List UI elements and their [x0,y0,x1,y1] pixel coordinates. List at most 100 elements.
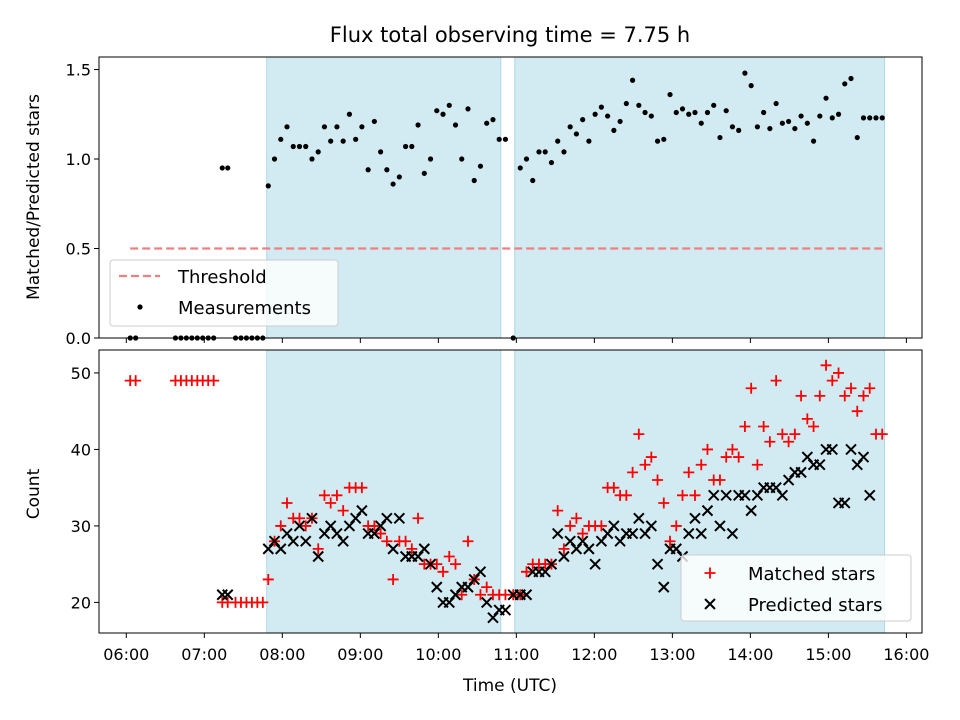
predicted-star-point [287,535,299,547]
measurement-point [648,113,654,119]
ratio-legend: Threshold Measurements [109,259,339,327]
measurement-point [219,165,225,171]
matched-star-point [262,573,274,585]
predicted-star-point [293,520,306,532]
x-axis-label: Time (UTC) [462,676,557,696]
measurement-point [421,170,427,176]
legend-threshold-label: Threshold [177,267,267,288]
measurement-point [496,136,502,142]
matched-star-point [876,428,888,440]
chart-title: Flux total observing time = 7.75 h [330,23,690,47]
y-tick-label: 1.0 [66,150,91,169]
predicted-star-point [658,581,670,593]
measurement-point [611,127,617,133]
matched-star-point [795,390,807,402]
predicted-star-point [499,604,512,616]
predicted-star-point [826,443,838,456]
measurement-point [754,124,761,130]
count-panel: 20 30 40 50 06:00 07:00 08:00 09:00 10:00 11:00 12… [71,350,929,664]
measurement-point [561,149,567,155]
measurement-point [434,108,440,114]
predicted-star-point [431,581,443,593]
y-tick-label: 0.0 [66,329,91,348]
measurement-point [296,143,303,150]
measurement-point [459,156,465,162]
measurement-point [842,81,848,87]
measurement-point [452,122,459,128]
axes-frame [98,56,923,339]
measurement-point [548,159,555,166]
matched-star-point [318,489,330,501]
matched-star-point [381,535,393,547]
measurement-point [346,111,353,117]
matched-star-point [331,489,343,501]
measurement-point [490,117,496,123]
measurement-point [378,149,384,155]
predicted-star-point [381,512,393,524]
measurement-point [530,177,536,184]
matched-star-point [443,551,455,563]
matched-star-point [670,520,682,532]
measurement-point [835,111,842,117]
series-predicted-stars [217,443,876,624]
predicted-star-point [726,527,739,540]
measurement-point [265,183,271,189]
measurement-point [586,138,592,144]
legend-predicted-label: Predicted stars [748,595,882,616]
predicted-star-point [633,512,645,524]
measurement-point [409,143,415,150]
matched-star-point [826,375,838,387]
matched-star-point [608,482,620,494]
measurement-point [661,136,667,142]
matched-star-point [845,382,857,394]
measurement-point [829,115,835,121]
measurement-point [879,115,885,121]
measurement-point [723,108,729,114]
observing-window [514,57,885,338]
matched-star-point [620,489,632,501]
matched-star-point [726,443,738,455]
measurement-point [371,118,377,125]
matched-star-point [751,459,763,471]
predicted-star-point [651,558,664,570]
predicted-star-point [714,520,726,532]
measurement-point [477,163,484,169]
predicted-star-point [864,489,876,502]
ratio-y-axis-label: Matched/Predicted stars [24,94,44,300]
predicted-star-point [608,520,620,532]
matched-star-point [733,451,745,463]
matched-star-point [808,420,820,432]
matched-star-point [552,505,564,517]
matched-star-point [595,520,607,532]
matched-star-point [275,520,287,532]
measurement-point [517,165,523,171]
matched-star-point [462,535,474,547]
matched-star-point [570,512,582,524]
measurement-point [761,109,767,116]
matched-star-point [789,428,801,440]
matched-star-point [325,497,337,509]
predicted-star-point [424,558,437,570]
measurement-point [605,113,611,119]
matched-star-point [633,428,645,440]
matched-star-point [281,497,293,509]
matched-star-point [577,528,589,540]
legend-predicted-swatch [704,598,716,610]
matched-star-point [839,390,851,402]
measurement-point [396,174,402,180]
measurement-point [402,143,409,150]
matched-star-point [437,566,449,578]
matched-star-point [627,466,639,478]
matched-star-point [851,405,863,417]
matched-star-point [520,566,532,578]
x-tick-label: 14:00 [727,645,773,664]
measurement-point [290,143,296,150]
matched-star-point [375,528,387,540]
measurement-point [340,138,346,144]
measurement-point [848,75,854,82]
matched-star-point [130,375,142,387]
predicted-star-point [701,504,714,517]
measurement-point [817,113,823,119]
measurement-point [798,113,804,119]
